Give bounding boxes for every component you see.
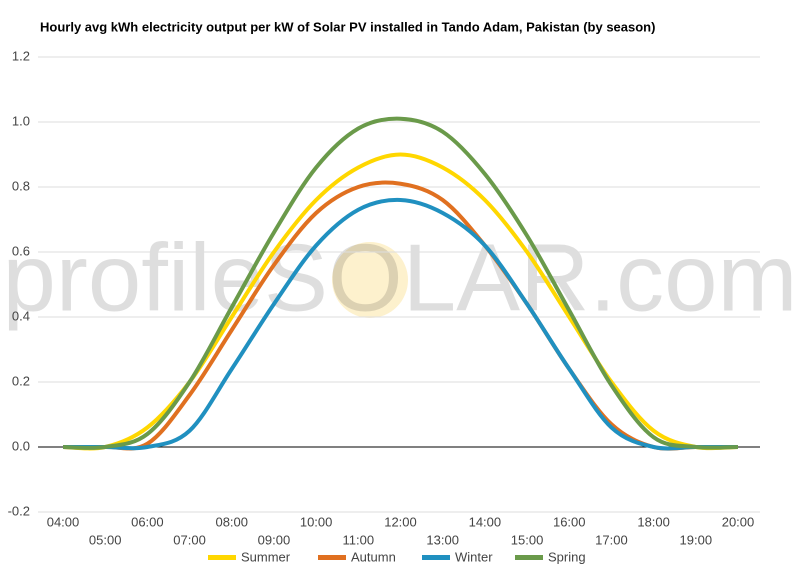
x-tick-label: 11:00	[343, 532, 375, 547]
legend-label: Autumn	[351, 549, 396, 564]
line-series	[62, 116, 739, 450]
x-tick-label: 14:00	[469, 514, 502, 529]
legend-label: Spring	[548, 549, 586, 564]
chart-title: Hourly avg kWh electricity output per kW…	[40, 19, 655, 34]
legend-swatch	[515, 555, 543, 560]
legend-swatch	[422, 555, 450, 560]
y-tick-label: 0.6	[12, 243, 30, 258]
legend-label: Winter	[455, 549, 493, 564]
x-tick-label: 17:00	[595, 532, 628, 547]
y-tick-label: 0.4	[12, 308, 30, 323]
x-tick-label: 18:00	[637, 514, 670, 529]
x-tick-label: 12:00	[384, 514, 417, 529]
x-tick-label: 05:00	[89, 532, 122, 547]
x-tick-label: 08:00	[215, 514, 248, 529]
watermark-sun	[332, 242, 408, 318]
y-tick-label: 1.0	[12, 113, 30, 128]
x-tick-label: 16:00	[553, 514, 586, 529]
x-tick-label: 15:00	[511, 532, 544, 547]
y-tick-label: 0.0	[12, 438, 30, 453]
x-tick-label: 07:00	[173, 532, 206, 547]
legend-swatch	[318, 555, 346, 560]
line-series	[62, 180, 738, 451]
y-tick-label: 0.8	[12, 178, 30, 193]
x-tick-label: 13:00	[426, 532, 459, 547]
x-tick-label: 06:00	[131, 514, 164, 529]
x-tick-label: 09:00	[258, 532, 291, 547]
y-tick-label: 1.2	[12, 48, 30, 63]
y-tick-label: -0.2	[8, 503, 30, 518]
legend-label: Summer	[241, 549, 291, 564]
watermark: profileSOLAR.com	[3, 224, 798, 331]
y-tick-label: 0.2	[12, 373, 30, 388]
legend-swatch	[208, 555, 236, 560]
line-series	[63, 197, 738, 451]
x-tick-label: 20:00	[722, 514, 755, 529]
x-tick-label: 19:00	[680, 532, 713, 547]
x-tick-label: 10:00	[300, 514, 333, 529]
x-tick-label: 04:00	[47, 514, 80, 529]
